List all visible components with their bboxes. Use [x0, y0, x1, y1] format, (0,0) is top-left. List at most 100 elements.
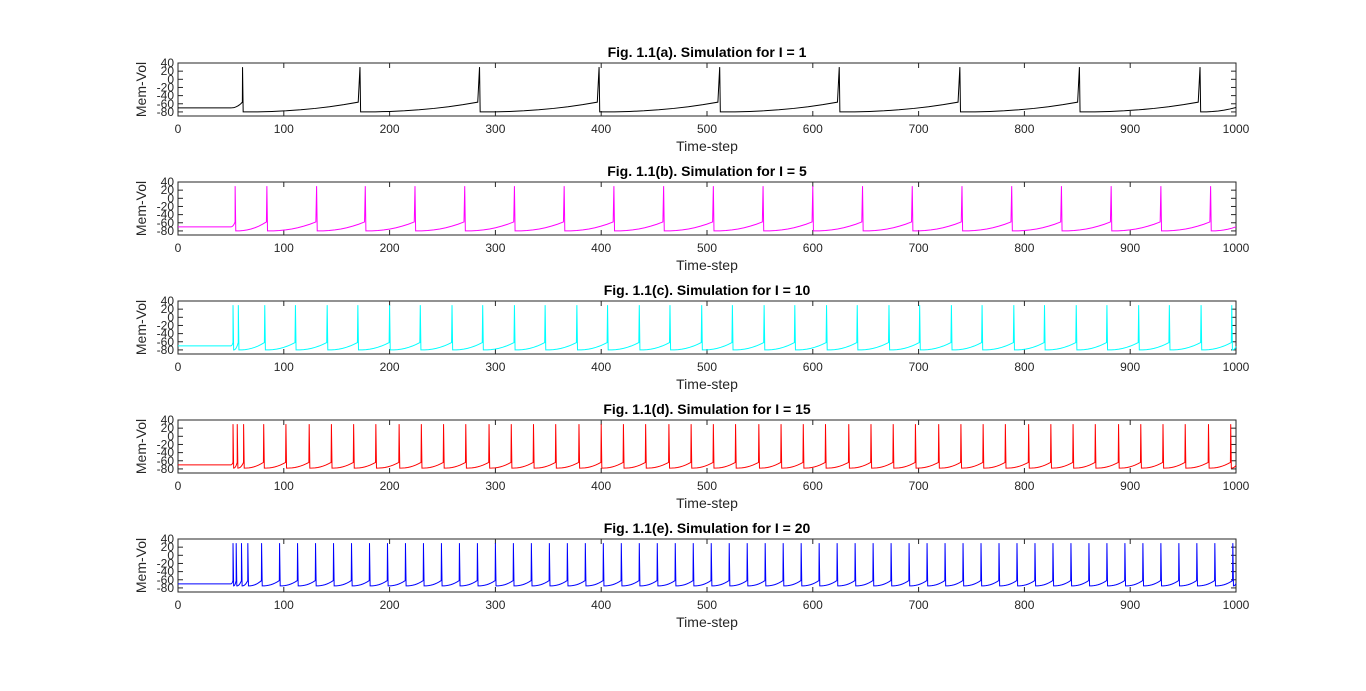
x-tick-label: 600: [803, 598, 823, 612]
y-tick-label: -80: [157, 581, 175, 595]
x-tick-label: 400: [591, 598, 611, 612]
x-tick-label: 400: [591, 241, 611, 255]
y-tick-label: 20: [161, 421, 175, 435]
chart-title: Fig. 1.1(c). Simulation for I = 10: [604, 282, 811, 298]
x-tick-label: 0: [175, 598, 182, 612]
y-axis-label: Mem-Vol: [133, 62, 149, 117]
y-axis-label: Mem-Vol: [133, 300, 149, 355]
y-tick-label: -40: [157, 446, 175, 460]
x-tick-label: 900: [1120, 598, 1140, 612]
x-tick-label: 900: [1120, 479, 1140, 493]
x-tick-label: 900: [1120, 241, 1140, 255]
x-tick-label: 100: [274, 479, 294, 493]
y-tick-label: 20: [161, 302, 175, 316]
x-tick-label: 100: [274, 598, 294, 612]
x-tick-label: 0: [175, 360, 182, 374]
chart-title: Fig. 1.1(a). Simulation for I = 1: [608, 44, 807, 60]
x-tick-label: 700: [909, 360, 929, 374]
x-tick-label: 200: [380, 598, 400, 612]
y-tick-label: -20: [157, 199, 175, 213]
axes-frame: [177, 181, 1237, 236]
y-tick-label: -80: [157, 343, 175, 357]
y-tick-label: -20: [157, 556, 175, 570]
axes-frame: [177, 62, 1237, 117]
x-tick-label: 0: [175, 122, 182, 136]
y-tick-label: -80: [157, 224, 175, 238]
x-tick-label: 1000: [1223, 479, 1250, 493]
y-tick-label: -60: [157, 573, 175, 587]
series-line-b: [178, 186, 1237, 232]
subplot-c: Fig. 1.1(c). Simulation for I = 10 0 100 20…: [133, 282, 1250, 392]
series-line-e: [178, 543, 1237, 587]
x-tick-label: 300: [485, 598, 505, 612]
y-tick-label: 40: [161, 294, 175, 308]
y-tick-label: -20: [157, 437, 175, 451]
x-tick-label: 500: [697, 479, 717, 493]
y-tick-label: 40: [161, 56, 175, 70]
y-tick-label: 20: [161, 183, 175, 197]
y-axis-label: Mem-Vol: [133, 419, 149, 474]
y-tick-label: -40: [157, 89, 175, 103]
y-tick-label: 0: [167, 72, 174, 86]
x-tick-label: 500: [697, 360, 717, 374]
chart-title: Fig. 1.1(d). Simulation for I = 15: [603, 401, 811, 417]
x-axis-label: Time-step: [676, 495, 738, 511]
x-tick-label: 500: [697, 598, 717, 612]
chart-title: Fig. 1.1(b). Simulation for I = 5: [607, 163, 807, 179]
x-tick-label: 800: [1014, 241, 1034, 255]
x-tick-label: 900: [1120, 360, 1140, 374]
x-tick-label: 300: [485, 360, 505, 374]
y-tick-label: -60: [157, 454, 175, 468]
subplot-d: Fig. 1.1(d). Simulation for I = 15 0 100 20…: [133, 401, 1250, 511]
x-tick-label: 700: [909, 241, 929, 255]
x-tick-label: 200: [380, 479, 400, 493]
x-tick-label: 600: [803, 479, 823, 493]
x-axis-label: Time-step: [676, 138, 738, 154]
y-tick-label: -60: [157, 97, 175, 111]
y-tick-label: -80: [157, 105, 175, 119]
x-tick-label: 300: [485, 479, 505, 493]
x-tick-label: 0: [175, 241, 182, 255]
y-tick-label: -80: [157, 462, 175, 476]
series-line-c: [178, 305, 1237, 351]
x-tick-label: 1000: [1223, 241, 1250, 255]
y-tick-label: 20: [161, 64, 175, 78]
x-tick-label: 0: [175, 479, 182, 493]
x-axis-label: Time-step: [676, 257, 738, 273]
x-tick-label: 1000: [1223, 360, 1250, 374]
x-tick-label: 500: [697, 122, 717, 136]
x-tick-label: 400: [591, 360, 611, 374]
x-tick-label: 800: [1014, 360, 1034, 374]
y-tick-label: 40: [161, 175, 175, 189]
y-tick-label: 20: [161, 540, 175, 554]
subplot-e: Fig. 1.1(e). Simulation for I = 20 0 100 20…: [133, 520, 1250, 630]
y-tick-label: 0: [167, 310, 174, 324]
x-tick-label: 800: [1014, 598, 1034, 612]
x-tick-label: 300: [485, 122, 505, 136]
x-tick-label: 300: [485, 241, 505, 255]
y-axis-label: Mem-Vol: [133, 538, 149, 593]
y-tick-label: -40: [157, 208, 175, 222]
x-tick-label: 200: [380, 360, 400, 374]
x-axis-label: Time-step: [676, 376, 738, 392]
x-tick-label: 100: [274, 122, 294, 136]
x-tick-label: 1000: [1223, 598, 1250, 612]
x-tick-label: 700: [909, 122, 929, 136]
subplot-b: Fig. 1.1(b). Simulation for I = 50 100 200…: [133, 163, 1250, 273]
y-tick-label: 0: [167, 548, 174, 562]
x-tick-label: 200: [380, 241, 400, 255]
y-tick-label: 0: [167, 191, 174, 205]
y-axis-label: Mem-Vol: [133, 181, 149, 236]
x-tick-label: 600: [803, 241, 823, 255]
y-tick-label: 0: [167, 429, 174, 443]
series-line-a: [178, 67, 1237, 113]
chart-title: Fig. 1.1(e). Simulation for I = 20: [604, 520, 811, 536]
x-tick-label: 600: [803, 360, 823, 374]
x-axis-label: Time-step: [676, 614, 738, 630]
series-line-d: [178, 424, 1237, 469]
x-tick-label: 400: [591, 122, 611, 136]
x-tick-label: 700: [909, 479, 929, 493]
x-tick-label: 200: [380, 122, 400, 136]
x-tick-label: 400: [591, 479, 611, 493]
